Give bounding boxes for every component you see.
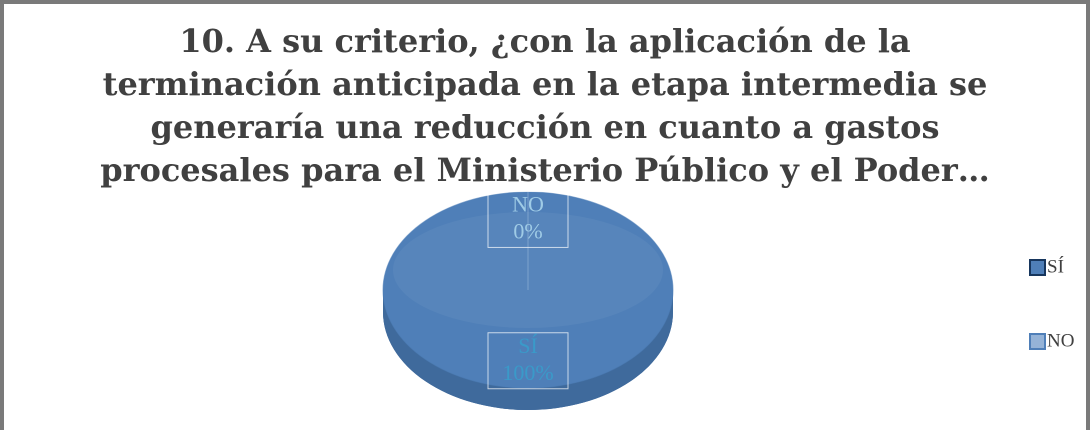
data-label-category: NO xyxy=(512,191,544,216)
legend-swatch xyxy=(1029,333,1046,350)
data-label-value: 0% xyxy=(513,218,542,243)
legend-label: SÍ xyxy=(1047,255,1064,277)
data-label-value: 100% xyxy=(502,360,553,385)
chart-title: 10. A su criterio, ¿con la aplicación de… xyxy=(100,22,990,189)
data-label-box xyxy=(487,332,569,390)
pie-sheen xyxy=(393,212,663,328)
data-label-category: SÍ xyxy=(518,333,538,358)
legend-label: NO xyxy=(1047,330,1074,351)
data-label-box xyxy=(487,190,569,248)
legend-swatch xyxy=(1029,259,1046,276)
